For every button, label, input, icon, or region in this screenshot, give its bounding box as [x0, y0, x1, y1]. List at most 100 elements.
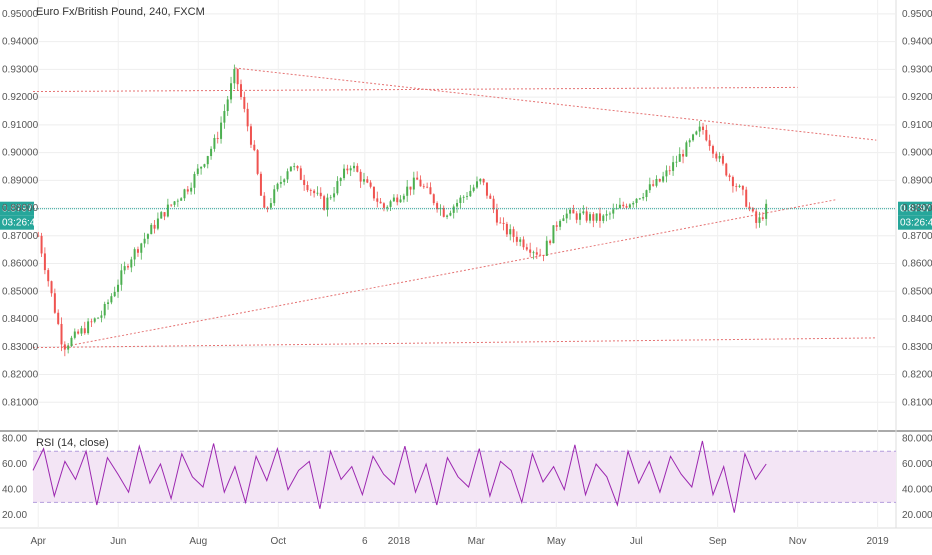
candle-body	[705, 129, 708, 141]
candle-body	[286, 171, 289, 180]
price-tick-label-right: 0.81000	[902, 397, 932, 408]
price-tick-label-left: 0.90000	[2, 148, 39, 159]
trend-line-3	[63, 199, 836, 348]
candle-body	[313, 190, 316, 194]
candle-body	[343, 168, 346, 179]
candle-body	[748, 206, 751, 209]
candle-body	[103, 303, 106, 316]
candle-body	[469, 190, 472, 197]
price-tick-label-left: 0.82000	[2, 370, 39, 381]
candle-body	[77, 331, 80, 334]
candle-body	[645, 190, 648, 198]
candle-body	[133, 249, 136, 260]
price-tick-label-right: 0.82000	[902, 370, 932, 381]
timer-tag-value-left: 03:26:48	[2, 218, 41, 229]
candle-body	[266, 207, 269, 209]
price-tick-label-right: 0.85000	[902, 286, 932, 297]
candle-body	[153, 224, 156, 229]
candle-body	[765, 203, 768, 219]
candle-body	[170, 204, 173, 206]
candle-body	[479, 178, 482, 182]
candle-body	[419, 179, 422, 187]
candle-body	[579, 213, 582, 220]
rsi-tick-label: 80.0000	[902, 433, 932, 444]
candle-body	[283, 179, 286, 183]
candle-body	[107, 302, 110, 304]
rsi-tick-label-left: 60.00	[2, 459, 27, 470]
candle-body	[220, 122, 223, 139]
candle-body	[333, 193, 336, 198]
candle-body	[63, 344, 66, 350]
candle-body	[190, 187, 193, 192]
candle-body	[612, 209, 615, 214]
price-tick-label-right: 0.87000	[902, 231, 932, 242]
candle-body	[429, 187, 432, 195]
time-tick-label: Jul	[630, 536, 643, 547]
candle-body	[665, 170, 668, 177]
candle-body	[93, 318, 96, 322]
candle-body	[120, 270, 123, 285]
candle-body	[658, 178, 661, 182]
rsi-pane	[32, 440, 896, 513]
candle-body	[675, 161, 678, 163]
candle-body	[193, 173, 196, 188]
candle-body	[233, 68, 236, 84]
candle-body	[359, 171, 362, 182]
candle-body	[452, 206, 455, 213]
candle-body	[622, 204, 625, 207]
candle-body	[90, 321, 93, 323]
candle-body	[136, 249, 139, 253]
candle-body	[662, 176, 665, 182]
candle-body	[711, 146, 714, 154]
candle-body	[50, 281, 53, 294]
candle-body	[715, 153, 718, 159]
candle-body	[203, 164, 206, 167]
candle-body	[549, 240, 552, 244]
candle-body	[40, 235, 43, 254]
candle-body	[718, 155, 721, 159]
candle-body	[731, 177, 734, 187]
candle-body	[303, 179, 306, 186]
candle-body	[409, 186, 412, 190]
candle-body	[449, 212, 452, 216]
candle-body	[592, 214, 595, 221]
candle-body	[442, 207, 445, 217]
candle-body	[588, 214, 591, 221]
candle-body	[80, 328, 83, 334]
price-tick-label-left: 0.95000	[2, 9, 39, 20]
trend-line-2	[32, 86, 798, 93]
candle-body	[735, 186, 738, 187]
candle-body	[299, 168, 302, 180]
candle-body	[60, 323, 63, 345]
price-tick-label-right: 0.92000	[902, 92, 932, 103]
rsi-tick-label: 40.0000	[902, 485, 932, 496]
candle-body	[346, 168, 349, 171]
candle-body	[249, 126, 252, 145]
candle-body	[97, 317, 100, 319]
candle-body	[296, 166, 299, 169]
candle-body	[572, 209, 575, 214]
candle-body	[399, 199, 402, 203]
candle-body	[196, 168, 199, 174]
candle-body	[130, 259, 133, 268]
timer-tag-right	[898, 215, 932, 230]
candle-body	[289, 166, 292, 172]
candle-body	[446, 215, 449, 217]
price-tick-label-left: 0.92000	[2, 92, 39, 103]
candle-body	[386, 206, 389, 208]
candle-body	[309, 190, 312, 191]
candle-body	[642, 197, 645, 199]
candle-body	[515, 236, 518, 242]
candle-body	[529, 249, 532, 253]
candle-body	[389, 201, 392, 207]
candle-body	[755, 211, 758, 223]
candle-body	[269, 203, 272, 208]
candle-body	[223, 111, 226, 123]
candle-body	[416, 177, 419, 180]
candle-body	[545, 240, 548, 256]
candle-body	[47, 270, 50, 282]
candle-body	[67, 345, 70, 350]
time-tick-label: 2018	[388, 536, 411, 547]
candle-body	[200, 166, 203, 169]
